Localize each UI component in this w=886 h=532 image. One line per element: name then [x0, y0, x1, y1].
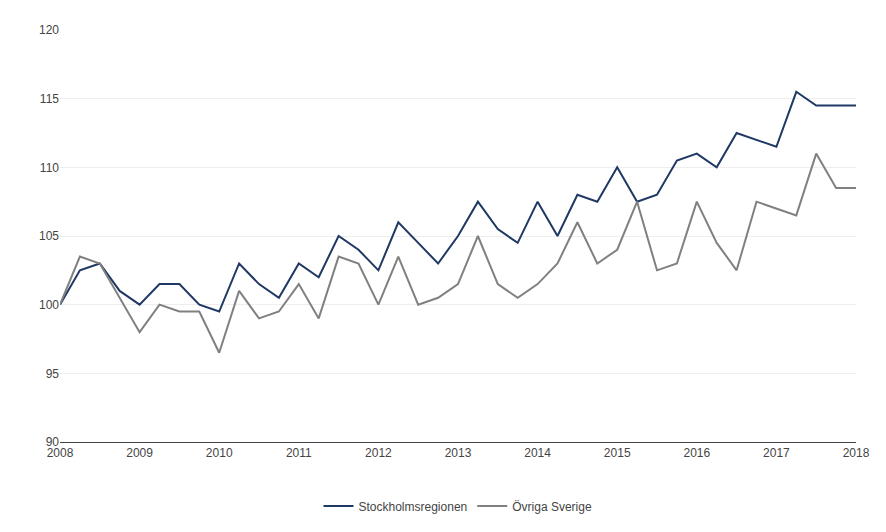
svg-text:Övriga Sverige: Övriga Sverige [512, 500, 592, 514]
svg-text:Stockholmsregionen: Stockholmsregionen [359, 500, 468, 514]
svg-text:2010: 2010 [206, 446, 233, 460]
svg-text:120: 120 [39, 23, 59, 37]
svg-text:2009: 2009 [126, 446, 153, 460]
svg-text:100: 100 [39, 298, 59, 312]
svg-text:2012: 2012 [365, 446, 392, 460]
svg-text:2018: 2018 [843, 446, 870, 460]
svg-text:115: 115 [40, 92, 59, 106]
svg-text:95: 95 [46, 367, 60, 381]
svg-text:105: 105 [39, 229, 59, 243]
svg-text:2011: 2011 [286, 446, 312, 460]
svg-text:2014: 2014 [524, 446, 551, 460]
svg-text:2017: 2017 [763, 446, 790, 460]
svg-text:110: 110 [40, 161, 59, 175]
svg-text:2008: 2008 [47, 446, 74, 460]
svg-text:2015: 2015 [604, 446, 631, 460]
svg-text:2016: 2016 [683, 446, 710, 460]
svg-text:90: 90 [46, 435, 60, 449]
svg-text:2013: 2013 [445, 446, 472, 460]
